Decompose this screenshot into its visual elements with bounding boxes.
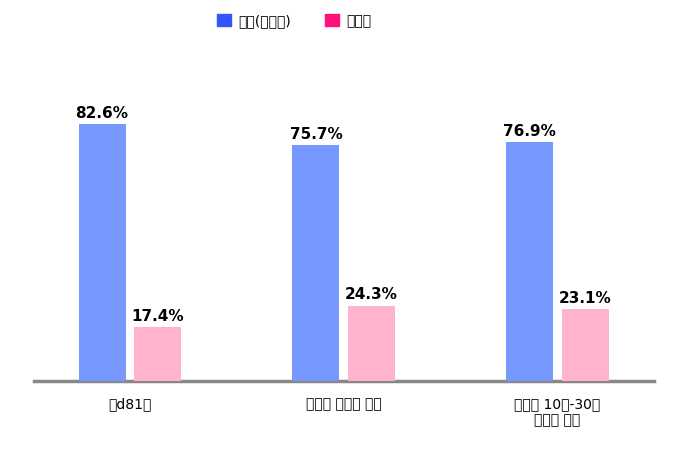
Bar xyxy=(293,146,340,381)
Text: 82.6%: 82.6% xyxy=(75,106,129,121)
Legend: 총원(정원인), 음면동: 총원(정원인), 음면동 xyxy=(212,8,377,33)
Text: 75.7%: 75.7% xyxy=(290,127,342,142)
Text: 17.4%: 17.4% xyxy=(131,309,184,324)
Bar xyxy=(506,142,553,381)
Bar xyxy=(562,309,609,381)
Text: 23.1%: 23.1% xyxy=(559,291,612,306)
Bar xyxy=(79,124,125,381)
Text: 76.9%: 76.9% xyxy=(503,124,556,139)
Bar xyxy=(348,306,395,381)
Bar xyxy=(134,327,181,381)
Text: 24.3%: 24.3% xyxy=(345,287,398,302)
